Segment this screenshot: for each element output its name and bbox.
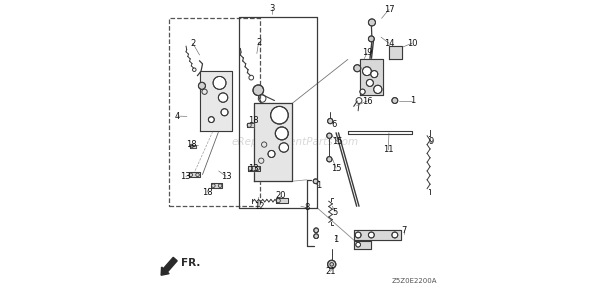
Polygon shape [211,183,222,188]
Circle shape [368,36,374,42]
Polygon shape [354,230,401,240]
Circle shape [327,157,332,162]
Circle shape [354,65,360,72]
Circle shape [213,76,226,89]
Circle shape [327,260,336,268]
Circle shape [313,179,318,183]
Circle shape [373,85,382,94]
Text: 3: 3 [269,4,274,13]
Text: 7: 7 [402,226,407,235]
Polygon shape [247,123,254,127]
Text: 18: 18 [248,116,259,125]
Circle shape [327,133,332,138]
Text: 17: 17 [384,5,394,14]
Text: 13: 13 [181,172,191,181]
Circle shape [360,89,365,94]
Text: 18: 18 [186,140,197,149]
Text: 10: 10 [407,39,417,48]
Polygon shape [354,241,371,249]
Circle shape [221,109,228,116]
Circle shape [392,98,398,104]
Text: 14: 14 [384,39,394,48]
Circle shape [368,232,374,238]
Polygon shape [190,145,196,148]
Circle shape [366,79,373,86]
Text: FR.: FR. [181,258,201,268]
Circle shape [198,82,205,89]
Circle shape [268,150,275,158]
Text: 13: 13 [248,164,258,173]
Circle shape [392,232,398,238]
Text: Z5Z0E2200A: Z5Z0E2200A [392,278,437,284]
Circle shape [355,232,361,238]
Circle shape [368,19,375,26]
Polygon shape [199,71,232,131]
Polygon shape [189,173,199,177]
Circle shape [314,228,319,233]
Circle shape [218,93,228,102]
Circle shape [271,106,289,124]
Text: 4: 4 [175,112,180,121]
Circle shape [371,71,378,78]
Text: 13: 13 [221,172,231,181]
Text: 19: 19 [362,48,372,58]
Text: 8: 8 [304,203,309,212]
Text: 1: 1 [333,235,338,245]
FancyArrow shape [161,257,177,275]
Polygon shape [254,104,292,181]
Text: 12: 12 [254,202,264,211]
Circle shape [208,117,214,122]
Text: 20: 20 [275,191,286,200]
Text: 15: 15 [331,163,342,173]
Circle shape [362,67,371,76]
Text: 1: 1 [316,181,321,190]
Polygon shape [276,198,288,203]
Text: 2: 2 [256,38,261,47]
Polygon shape [359,59,383,95]
Text: 11: 11 [383,145,394,154]
Text: 5: 5 [333,208,338,217]
Circle shape [279,143,289,152]
Bar [169,18,260,206]
Circle shape [276,127,289,140]
Text: 18: 18 [202,188,212,197]
Circle shape [327,118,333,124]
Text: 2: 2 [190,39,195,48]
Text: 21: 21 [325,267,336,276]
Circle shape [356,242,360,247]
Text: 1: 1 [410,96,415,105]
Text: 16: 16 [362,96,372,106]
Circle shape [314,234,319,239]
Text: 6: 6 [331,119,336,129]
Text: eReplacementParts.com: eReplacementParts.com [231,137,359,147]
Text: 9: 9 [429,137,434,146]
Text: 15: 15 [332,137,343,146]
Circle shape [253,85,264,96]
Polygon shape [389,46,402,59]
Polygon shape [248,166,260,171]
